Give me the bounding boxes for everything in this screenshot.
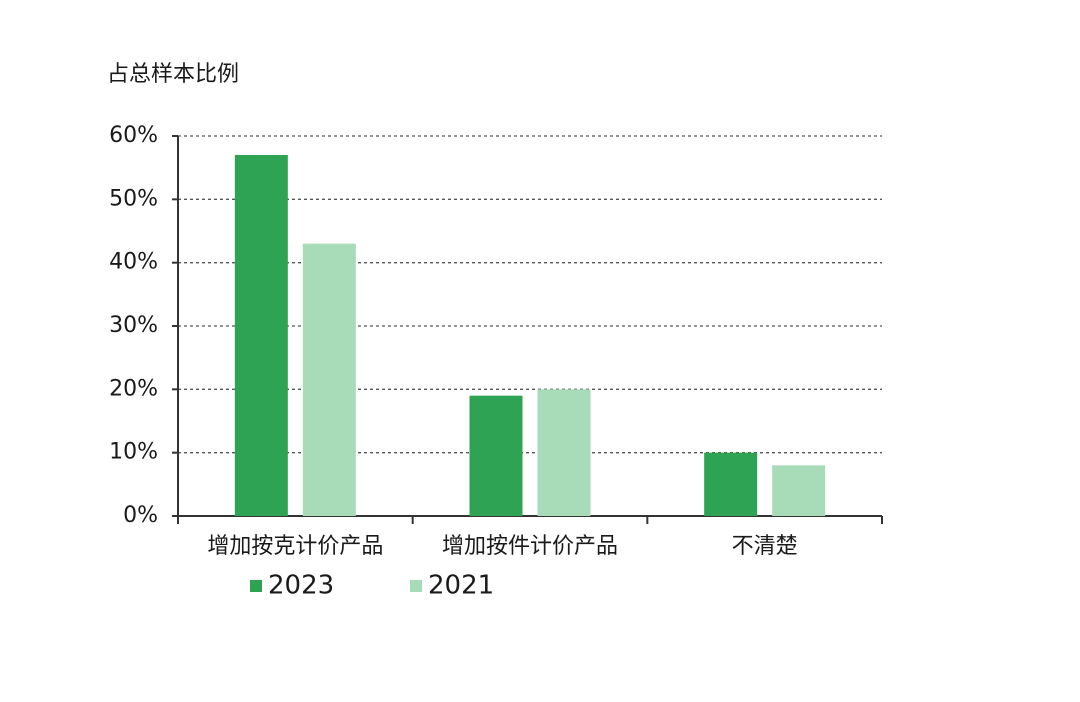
bar (469, 395, 523, 516)
bar (704, 452, 758, 516)
y-tick-label: 0% (123, 503, 158, 528)
x-tick-label: 不清楚 (732, 534, 798, 559)
y-tick-label: 20% (109, 376, 158, 401)
y-axis-title: 占总样本比例 (107, 62, 239, 87)
y-tick-label: 10% (109, 440, 158, 465)
bar (234, 155, 288, 516)
legend-swatch (410, 580, 422, 592)
legend-label: 2021 (428, 571, 494, 601)
bar (772, 465, 826, 516)
legend-swatch (250, 580, 262, 592)
x-tick-label: 增加按克计价产品 (207, 534, 383, 559)
legend-label: 2023 (268, 571, 334, 601)
y-tick-label: 50% (109, 186, 158, 211)
y-tick-label: 30% (109, 313, 158, 338)
bar (537, 389, 591, 516)
y-tick-label: 40% (109, 250, 158, 275)
y-tick-label: 60% (109, 123, 158, 148)
bar (302, 243, 356, 516)
x-tick-label: 增加按件计价产品 (442, 534, 618, 559)
